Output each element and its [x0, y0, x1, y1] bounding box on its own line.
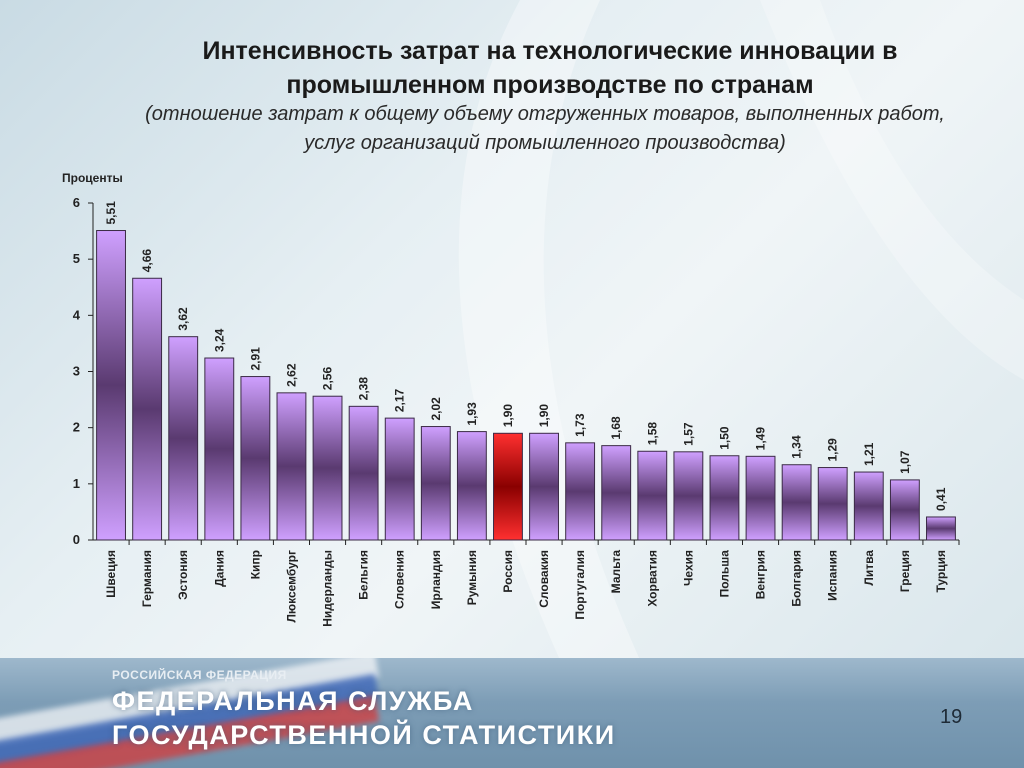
footer-agency-line-1: ФЕДЕРАЛЬНАЯ СЛУЖБА — [112, 686, 474, 716]
bar — [781, 464, 812, 541]
x-category-label: Кипр — [248, 550, 262, 579]
bar — [637, 450, 668, 541]
x-category-label: Португалия — [573, 550, 587, 620]
x-category-label: Греция — [898, 550, 912, 592]
bar-value-label: 3,24 — [212, 328, 226, 352]
x-category-label: Словакия — [537, 550, 551, 608]
chart-title-line-2: промышленном производстве по странам — [286, 71, 814, 99]
bar-chart: Проценты 0 1 2 3 4 5 6 5,51 Швеция 4,66 Германия 3,6… — [62, 171, 960, 627]
bar — [601, 445, 632, 541]
x-category-label: Ирландия — [429, 550, 443, 609]
bar-value-label: 1,93 — [465, 402, 479, 426]
bar-value-label: 1,58 — [645, 422, 659, 446]
bar-value-label: 2,62 — [284, 363, 298, 387]
bar — [204, 357, 235, 541]
bar — [168, 336, 199, 541]
y-tick-label: 3 — [73, 364, 80, 379]
chart-subtitle: (отношение затрат к общему объему отгруж… — [60, 100, 1024, 158]
bar — [926, 516, 956, 541]
footer-country-label: РОССИЙСКАЯ ФЕДЕРАЦИЯ — [112, 668, 287, 682]
bar-value-label: 2,56 — [321, 367, 335, 391]
chart-subtitle-line-2: услуг организаций промышленного производ… — [304, 132, 786, 154]
bar — [96, 230, 126, 541]
bar — [889, 479, 920, 541]
x-category-label: Эстония — [176, 550, 190, 600]
bar — [853, 471, 884, 541]
bar-value-label: 1,90 — [501, 404, 515, 428]
chart-title: Интенсивность затрат на технологические … — [100, 34, 1000, 102]
chart-subtitle-line-1: (отношение затрат к общему объему отгруж… — [145, 103, 945, 125]
bar — [132, 277, 163, 541]
bar-value-label: 4,66 — [140, 249, 154, 273]
bar-value-label: 2,02 — [429, 397, 443, 421]
bar-value-label: 1,49 — [754, 427, 768, 451]
x-category-label: Румыния — [465, 550, 479, 605]
chart-title-line-1: Интенсивность затрат на технологические … — [202, 37, 898, 65]
x-category-label: Испания — [826, 550, 840, 601]
bar-value-label: 1,73 — [573, 413, 587, 437]
footer-agency-line-2: ГОСУДАРСТВЕННОЙ СТАТИСТИКИ — [112, 720, 616, 750]
bar — [565, 442, 596, 541]
y-tick-label: 2 — [73, 420, 80, 435]
x-category-label: Венгрия — [754, 550, 768, 599]
bar — [745, 455, 776, 541]
y-tick-label: 0 — [73, 532, 80, 547]
x-category-label: Нидерланды — [321, 550, 335, 627]
x-category-label: Швеция — [104, 550, 118, 598]
bar-value-label: 1,57 — [681, 422, 695, 446]
bar — [240, 376, 271, 541]
bar — [673, 451, 704, 541]
bar-value-label: 1,34 — [790, 435, 804, 459]
x-category-label: Болгария — [790, 550, 804, 607]
bar-value-label: 2,91 — [248, 347, 262, 371]
y-tick-label: 4 — [73, 307, 81, 322]
bar-value-label: 2,38 — [357, 377, 371, 401]
bar-value-label: 1,50 — [717, 426, 731, 450]
x-category-label: Хорватия — [645, 550, 659, 607]
bar-value-label: 1,07 — [898, 450, 912, 474]
page-number: 19 — [940, 706, 963, 728]
bar — [709, 455, 740, 541]
bar — [529, 432, 559, 541]
x-category-label: Дания — [212, 550, 226, 587]
bar — [384, 417, 415, 541]
bar — [456, 431, 487, 541]
bar — [420, 426, 451, 541]
bar-value-label: 2,17 — [393, 388, 407, 412]
bar-value-label: 1,21 — [862, 442, 876, 466]
x-category-label: Бельгия — [357, 550, 371, 600]
bar-value-label: 3,62 — [176, 307, 190, 331]
bar-value-label: 1,68 — [609, 416, 623, 440]
bar-highlighted — [493, 432, 523, 541]
bar — [817, 467, 848, 541]
bar-value-label: 0,41 — [934, 487, 948, 511]
y-axis-label: Проценты — [62, 171, 123, 185]
x-category-label: Словения — [393, 550, 407, 609]
bar — [348, 405, 379, 541]
x-category-label: Чехия — [681, 550, 695, 586]
y-tick-label: 6 — [73, 195, 80, 210]
bar-value-label: 1,29 — [826, 438, 840, 462]
x-category-label: Россия — [501, 550, 515, 593]
x-category-label: Польша — [717, 550, 731, 598]
y-tick-label: 5 — [73, 251, 80, 266]
x-category-label: Литва — [862, 550, 876, 586]
bar-value-label: 5,51 — [104, 201, 118, 225]
x-category-label: Турция — [934, 550, 948, 592]
bar — [312, 395, 343, 541]
footer-banner: РОССИЙСКАЯ ФЕДЕРАЦИЯ ФЕДЕРАЛЬНАЯ СЛУЖБА … — [0, 658, 1024, 768]
x-category-label: Мальта — [609, 550, 623, 594]
x-category-label: Германия — [140, 550, 154, 607]
bar — [276, 392, 307, 541]
bar-value-label: 1,90 — [537, 404, 551, 428]
x-category-label: Люксембург — [284, 550, 298, 623]
y-tick-label: 1 — [73, 476, 80, 491]
